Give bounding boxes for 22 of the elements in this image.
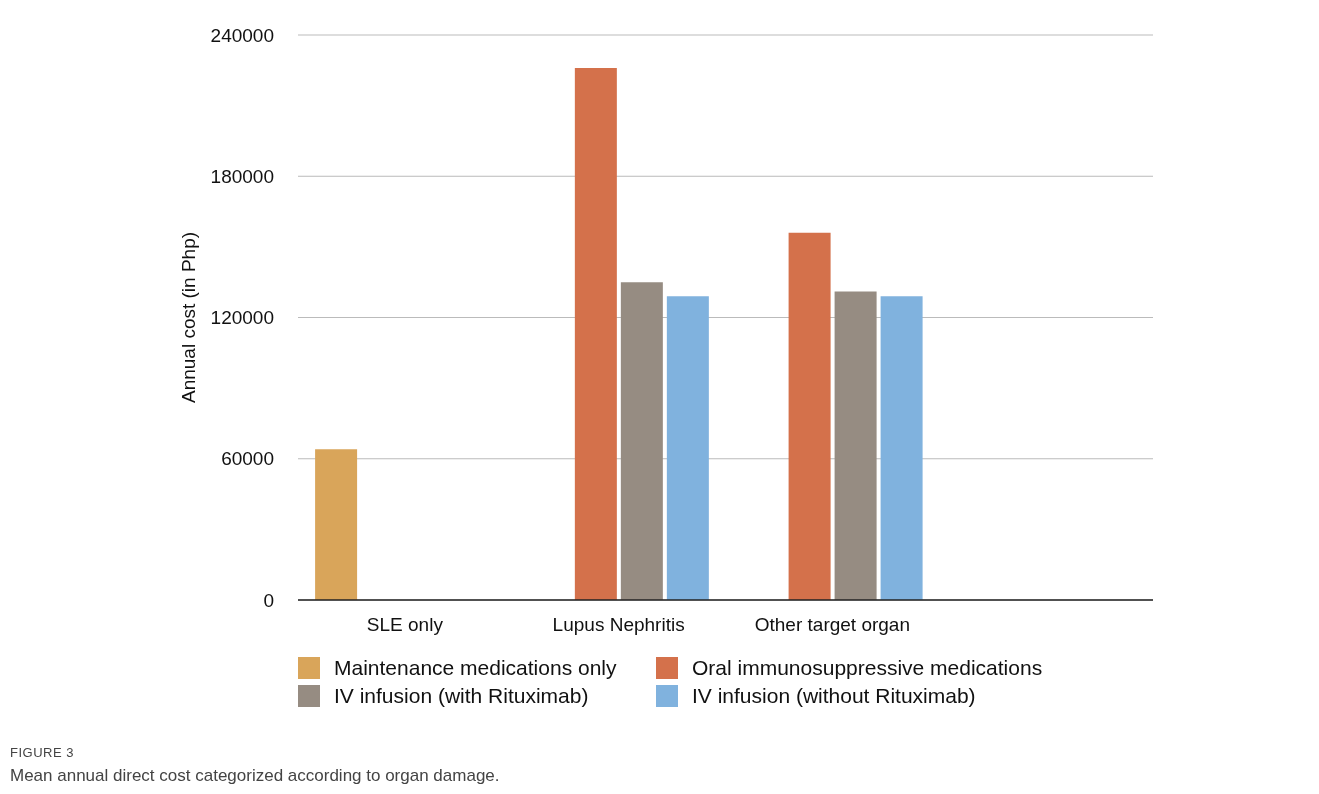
y-tick-label: 120000 xyxy=(210,307,274,329)
text: Mean annual direct cost categorized according to organ damage. xyxy=(10,766,500,786)
bar xyxy=(574,67,617,600)
legend-label: Oral immunosuppressive medications xyxy=(692,656,1043,680)
caption: FIGURE 3 xyxy=(10,745,74,760)
bar xyxy=(666,296,709,600)
legend-label: IV infusion (with Rituximab) xyxy=(334,684,589,708)
bar xyxy=(834,291,877,600)
x-tick-label: Lupus Nephritis xyxy=(552,614,685,636)
legend-label: IV infusion (without Rituximab) xyxy=(692,684,976,708)
x-tick-label: Other target organ xyxy=(754,614,911,636)
bar xyxy=(788,232,831,600)
y-tick-label: 240000 xyxy=(210,24,274,46)
bar xyxy=(880,296,923,600)
bar xyxy=(620,282,663,600)
y-axis-title: Annual cost (in Php) xyxy=(177,231,199,404)
bar xyxy=(315,449,358,600)
x-tick-label: SLE only xyxy=(366,614,444,636)
y-tick-label: 180000 xyxy=(210,165,274,187)
legend-label: Maintenance medications only xyxy=(334,656,617,680)
y-tick-label: 60000 xyxy=(221,448,274,470)
y-tick-label: 0 xyxy=(263,589,274,611)
